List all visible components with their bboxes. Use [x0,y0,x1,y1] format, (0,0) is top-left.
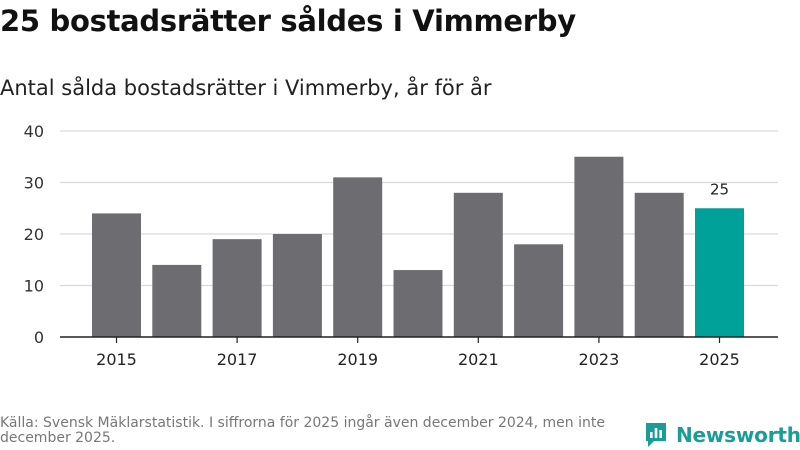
x-tick-label: 2023 [579,350,620,369]
brand-name: Newsworthy [676,423,800,447]
y-tick-label: 40 [24,122,44,141]
y-tick-label: 20 [24,225,44,244]
x-tick-label: 2015 [96,350,137,369]
bar-2023 [574,156,624,337]
bar-2017 [212,239,262,337]
bar-2019 [333,177,383,337]
bar-2020 [393,270,443,337]
y-tick-label: 0 [34,328,44,347]
bar-chart: 0 10 20 30 40 2015 2017 2019 2021 2023 2025 25 [24,122,778,369]
brand-logo: Newsworthy [644,420,800,450]
y-tick-label: 10 [24,277,44,296]
chart-title: 25 bostadsrätter såldes i Vimmerby [0,4,576,38]
bar-2025 [695,208,744,337]
bar-2016 [152,264,202,337]
bar-2022 [514,244,564,337]
x-tick-label: 2021 [458,350,499,369]
bar-2024 [634,192,684,337]
bar-2021 [453,192,503,337]
bar-2018 [272,234,322,337]
data-label: 25 [710,180,729,198]
x-tick-label: 2019 [337,350,378,369]
source-note: Källa: Svensk Mäklarstatistik. I siffror… [0,415,605,446]
bar-2015 [92,213,141,337]
newsworthy-logo-icon [646,423,666,447]
y-tick-label: 30 [24,174,44,193]
x-tick-label: 2017 [217,350,258,369]
x-tick-label: 2025 [699,350,740,369]
chart-subtitle: Antal sålda bostadsrätter i Vimmerby, år… [0,76,492,100]
